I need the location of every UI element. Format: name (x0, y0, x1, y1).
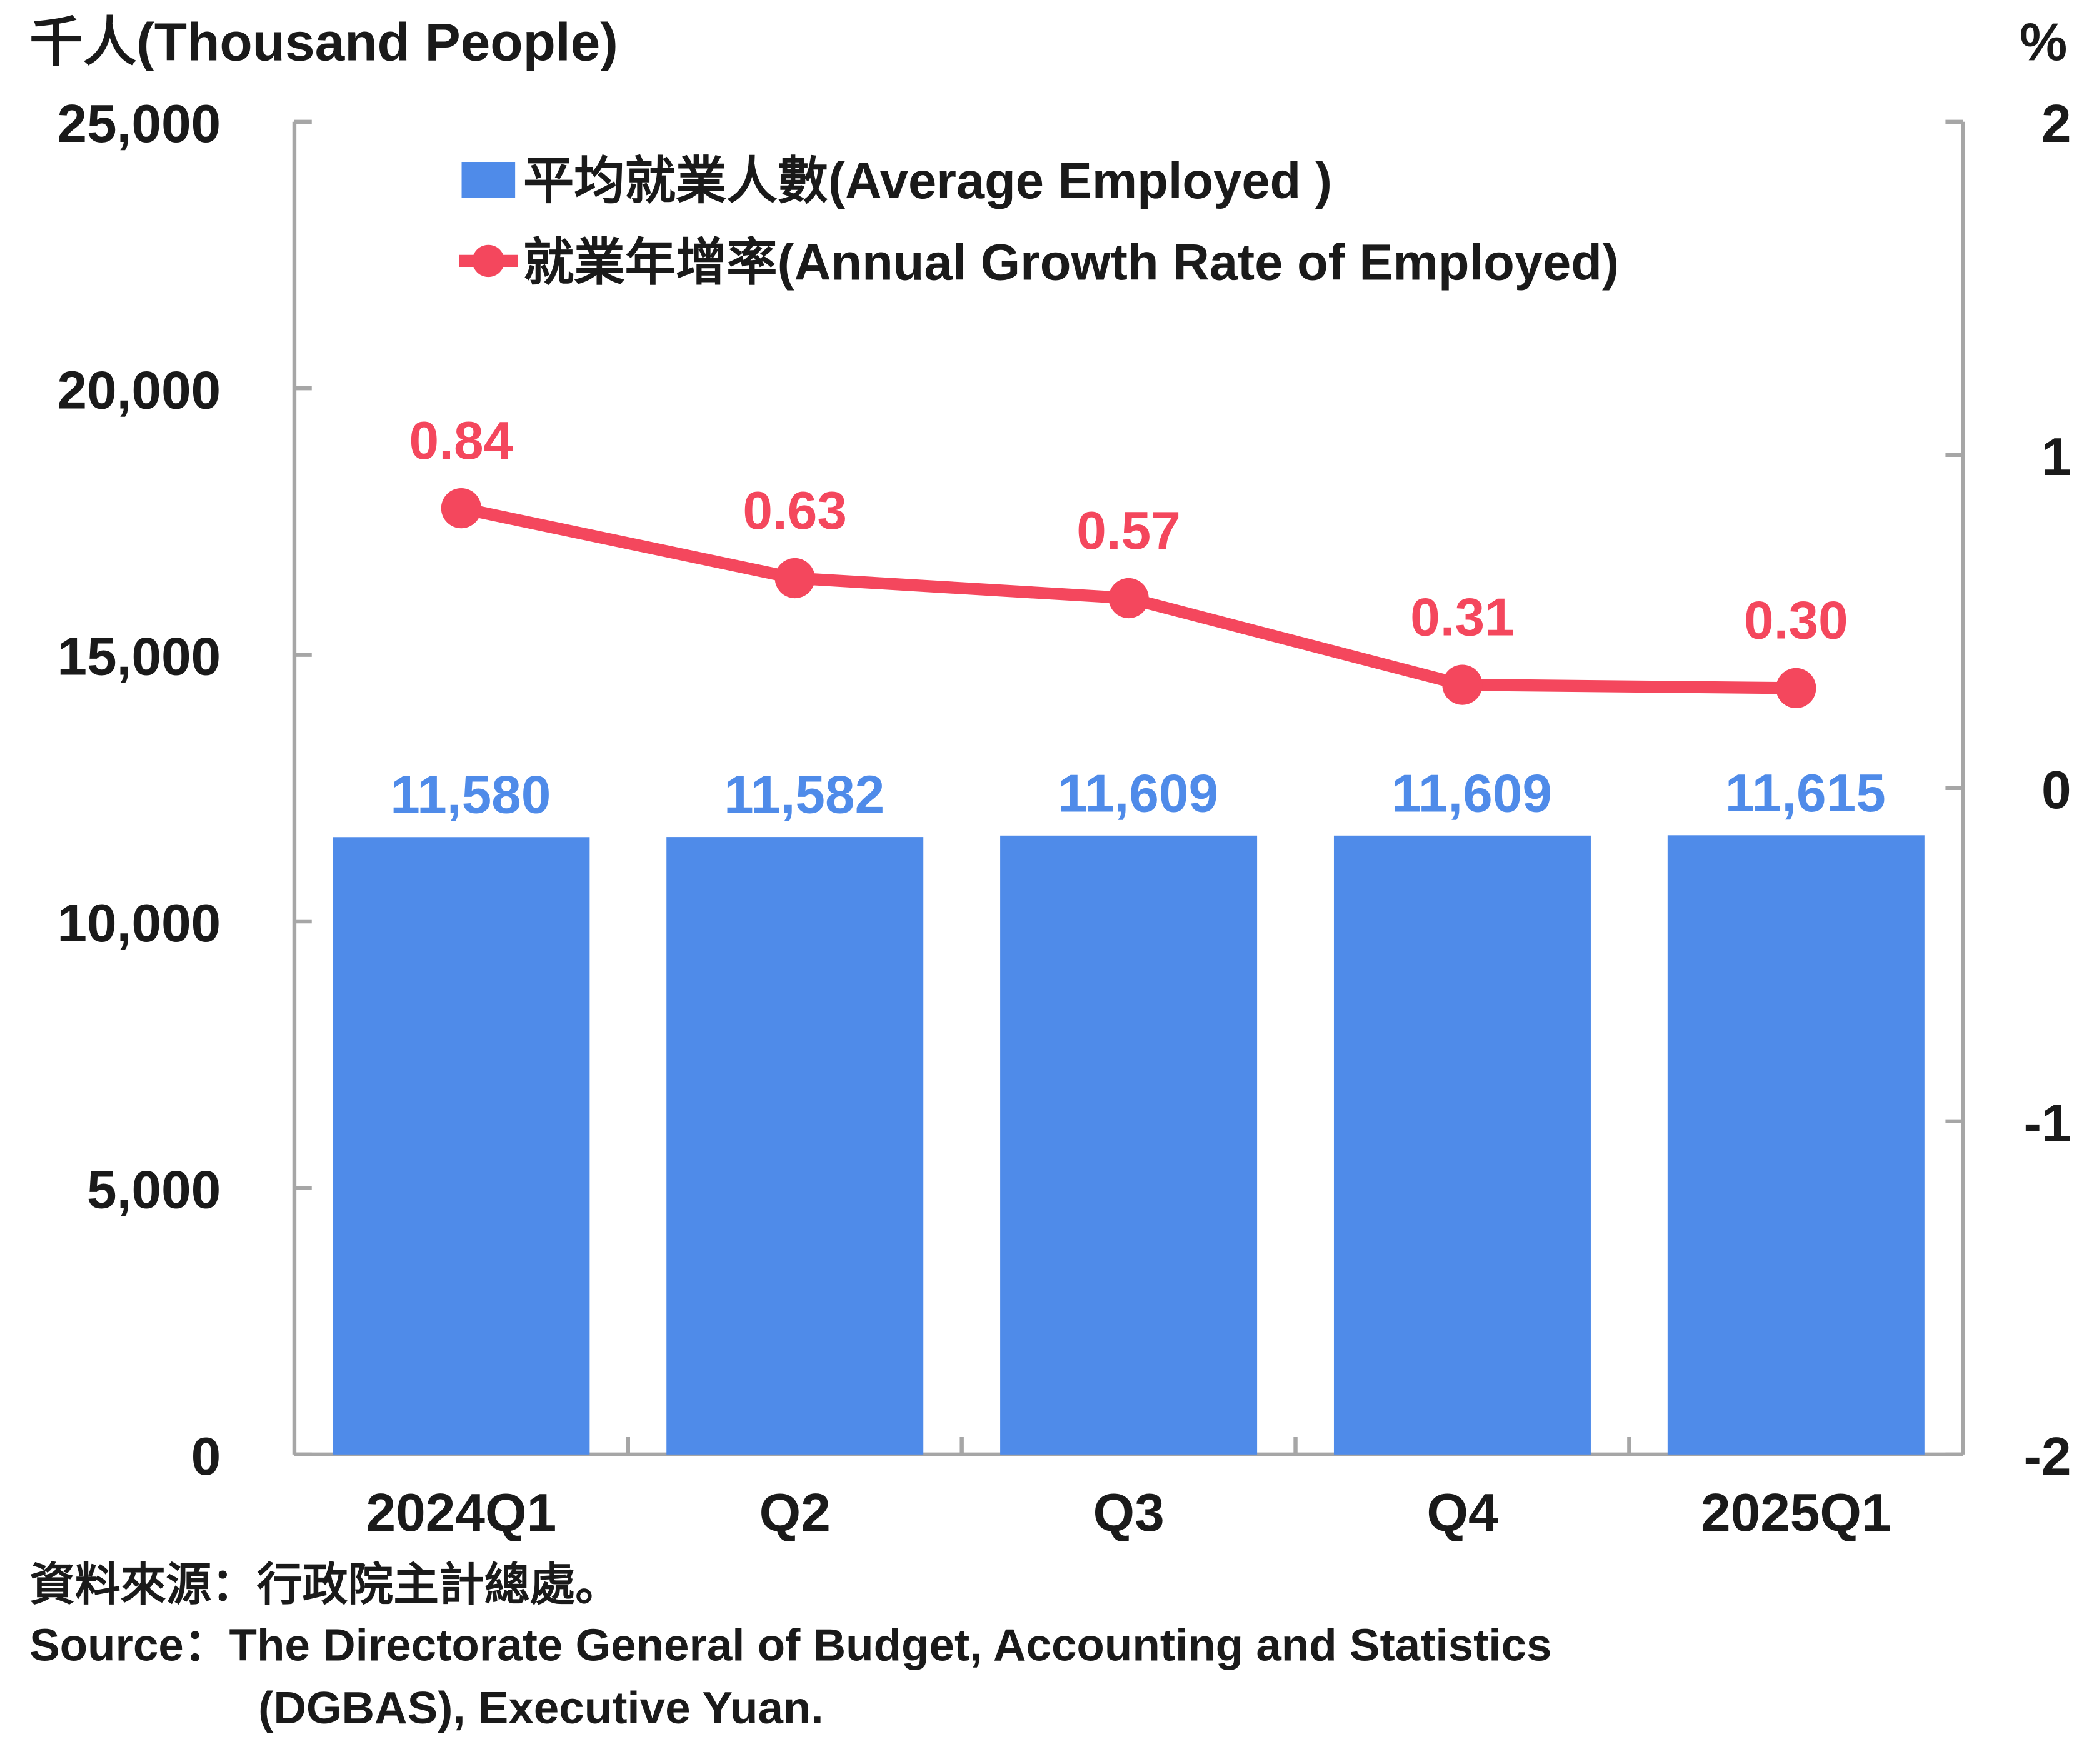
growth-rate-point (774, 558, 815, 599)
source-note-zh: 資料來源：行政院主計總處。 (29, 1560, 621, 1610)
right-axis-tick-label: 1 (2041, 427, 2071, 487)
growth-rate-value-label: 0.31 (1410, 587, 1515, 647)
x-axis-tick-label: Q2 (759, 1483, 831, 1543)
growth-rate-value-label: 0.57 (1076, 501, 1181, 561)
growth-rate-point (1442, 664, 1483, 705)
right-axis-tick-label: 0 (2041, 760, 2071, 820)
growth-rate-value-label: 0.84 (409, 411, 514, 471)
growth-rate-value-label: 0.63 (743, 481, 847, 541)
employed-bar-value-label: 11,609 (1058, 763, 1218, 823)
employed-bar-value-label: 11,615 (1725, 763, 1886, 823)
growth-rate-value-label: 0.30 (1744, 591, 1848, 651)
bar-labels-group: 11,580 11,582 11,609 11,609 11,615 (390, 763, 1886, 825)
left-axis-tick-label: 0 (191, 1426, 221, 1486)
bars-group (333, 835, 1925, 1455)
employed-bar (333, 837, 590, 1455)
left-axis-tick-label: 15,000 (57, 627, 221, 687)
growth-rate-point (1776, 668, 1816, 709)
source-note-en: Source：The Directorate General of Budget… (29, 1620, 1551, 1670)
right-axis-tick-label: -2 (2024, 1426, 2071, 1486)
legend-line-marker (472, 244, 505, 278)
employed-bar (1667, 835, 1925, 1455)
left-axis-tick-label: 25,000 (57, 94, 221, 154)
growth-line-group: 0.84 0.63 0.57 0.31 0.30 (409, 411, 1848, 709)
source-note-en-continued: (DGBAS), Executive Yuan. (258, 1683, 823, 1733)
right-axis-unit-label: % (2020, 12, 2067, 72)
growth-rate-point (441, 488, 481, 529)
growth-rate-point (1108, 578, 1149, 619)
left-axis-tick-label: 5,000 (87, 1160, 221, 1220)
left-axis-unit-label: 千人(Thousand People) (29, 12, 618, 72)
employed-bar (1333, 835, 1591, 1455)
right-axis-tick-label: 2 (2041, 94, 2071, 154)
left-axis-tick-label: 10,000 (57, 893, 221, 953)
legend-bar-label: 平均就業人數(Average Employed ) (523, 153, 1332, 209)
employed-bar-value-label: 11,609 (1391, 763, 1552, 823)
legend-line-label: 就業年增率(Annual Growth Rate of Employed) (523, 234, 1619, 291)
x-axis-tick-label: 2024Q1 (366, 1483, 557, 1543)
employed-bar-value-label: 11,582 (724, 765, 884, 825)
left-axis-tick-label: 20,000 (57, 360, 221, 420)
employed-bar (666, 837, 924, 1455)
left-tick-labels: 0 5,000 10,000 15,000 20,000 25,000 (57, 94, 221, 1486)
x-axis-tick-label: 2025Q1 (1701, 1483, 1891, 1543)
legend-bar-swatch (461, 162, 516, 198)
legend: 平均就業人數(Average Employed ) 就業年增率(Annual G… (459, 153, 1619, 291)
x-axis-tick-label: Q3 (1093, 1483, 1164, 1543)
employed-bar (1000, 835, 1258, 1455)
employed-bar-value-label: 11,580 (390, 765, 551, 825)
right-tick-labels: -2 -1 0 1 2 (2024, 94, 2071, 1486)
x-tick-labels: 2024Q1 Q2 Q3 Q4 2025Q1 (366, 1483, 1891, 1543)
right-axis-tick-label: -1 (2024, 1093, 2071, 1153)
x-axis-tick-label: Q4 (1426, 1483, 1498, 1543)
